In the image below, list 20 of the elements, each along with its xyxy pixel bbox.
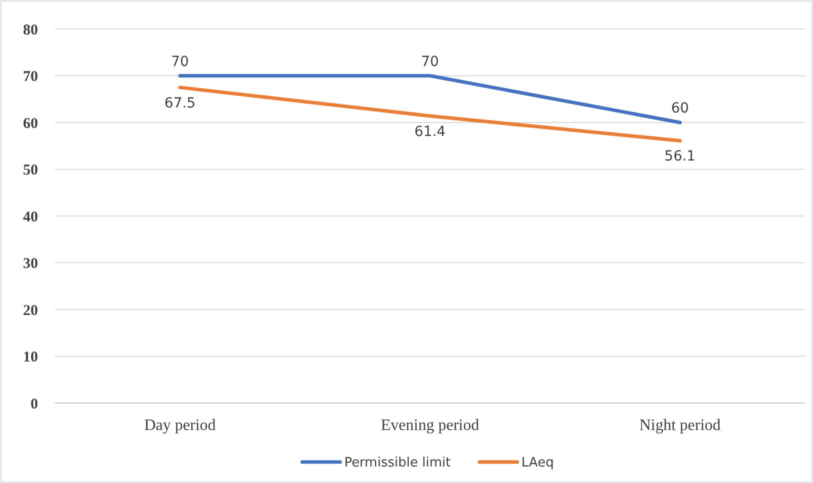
x-tick-label: Evening period bbox=[380, 417, 480, 434]
y-tick-label: 50 bbox=[23, 162, 38, 178]
y-tick-label: 30 bbox=[23, 256, 38, 272]
y-tick-label: 10 bbox=[23, 350, 38, 366]
y-tick-label: 70 bbox=[23, 69, 38, 85]
x-tick-label: Day period bbox=[144, 417, 216, 434]
y-tick-label: 80 bbox=[23, 22, 38, 38]
y-tick-label: 20 bbox=[23, 302, 38, 319]
data-label: 70 bbox=[171, 54, 189, 70]
y-tick-label: 0 bbox=[30, 396, 38, 412]
y-tick-label: 60 bbox=[23, 116, 38, 132]
data-label: 61.4 bbox=[414, 124, 446, 140]
data-label: 67.5 bbox=[164, 95, 196, 112]
x-tick-label: Night period bbox=[639, 417, 721, 434]
y-tick-label: 40 bbox=[23, 209, 38, 226]
data-label: 70 bbox=[421, 54, 439, 70]
legend-label: LAeq bbox=[521, 456, 554, 471]
data-label: 60 bbox=[671, 100, 689, 116]
legend-label: Permissible limit bbox=[344, 456, 451, 471]
data-label: 56.1 bbox=[664, 148, 696, 165]
